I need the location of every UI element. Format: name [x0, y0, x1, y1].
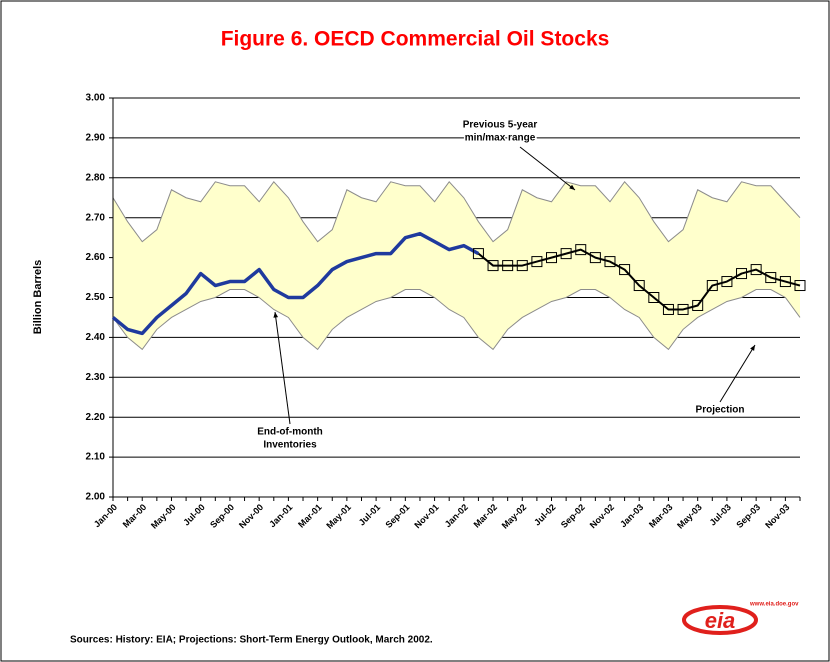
point-marker — [794, 280, 806, 292]
annotation-text: Projection — [696, 405, 745, 416]
y-tick-label: 2.00 — [86, 492, 106, 503]
arrow-head — [750, 345, 755, 351]
logo-ring — [682, 605, 758, 635]
annotation-text: Inventories — [263, 440, 317, 451]
arrow-head — [569, 184, 575, 190]
point-marker — [648, 292, 660, 303]
point-marker — [516, 260, 528, 272]
point-marker — [604, 256, 616, 268]
point-marker — [633, 280, 645, 292]
y-tick-label: 2.60 — [86, 252, 106, 263]
annotation: End-of-month Inventories — [256, 311, 324, 452]
annotation-arrow — [519, 146, 576, 191]
series-line — [111, 231, 480, 336]
point-marker — [721, 276, 733, 288]
y-tick-label: 2.50 — [86, 292, 106, 303]
point-marker — [487, 260, 499, 272]
point-marker — [546, 252, 558, 264]
logo-text: eia — [705, 608, 736, 633]
point-marker — [619, 264, 631, 276]
annotation: Previous 5-year min/max range — [461, 118, 576, 191]
point-marker — [560, 248, 572, 260]
point-marker — [575, 244, 587, 256]
annotation-arrow — [274, 311, 291, 425]
annotation-text: min/max range — [465, 133, 536, 144]
y-tick-label: 2.30 — [86, 372, 106, 383]
arrow-head — [273, 312, 279, 318]
annotation-text: Previous 5-year — [463, 120, 538, 131]
chart-title: Figure 6. OECD Commercial Oil Stocks — [221, 28, 610, 51]
point-marker — [706, 280, 718, 292]
point-marker — [472, 248, 484, 260]
source-note: Sources: History: EIA; Projections: Shor… — [70, 635, 433, 646]
point-marker — [531, 256, 543, 268]
y-tick-label: 2.90 — [86, 133, 106, 144]
annotation-text: End-of-month — [257, 427, 323, 438]
y-tick-label: 2.20 — [86, 412, 106, 423]
logo-url: www.eia.doe.gov — [749, 602, 799, 608]
y-tick-label: 2.80 — [86, 172, 106, 183]
y-axis-title: Billion Barrels — [32, 260, 44, 335]
y-tick-label: 3.00 — [86, 93, 106, 104]
y-tick-label: 2.40 — [86, 332, 106, 343]
point-marker — [736, 268, 748, 280]
range-fill — [113, 181, 800, 350]
range-lower — [112, 289, 801, 351]
point-marker — [765, 272, 777, 284]
annotation-arrow — [719, 344, 756, 403]
point-marker — [677, 303, 689, 315]
point-marker — [589, 252, 601, 264]
point-marker — [662, 303, 674, 315]
point-marker — [750, 264, 762, 276]
point-marker — [502, 260, 514, 272]
y-tick-label: 2.10 — [86, 452, 106, 463]
point-marker — [692, 299, 704, 311]
annotation: Projection — [694, 344, 756, 417]
y-tick-label: 2.70 — [86, 212, 106, 223]
point-marker — [779, 276, 791, 288]
range-upper — [112, 181, 801, 243]
